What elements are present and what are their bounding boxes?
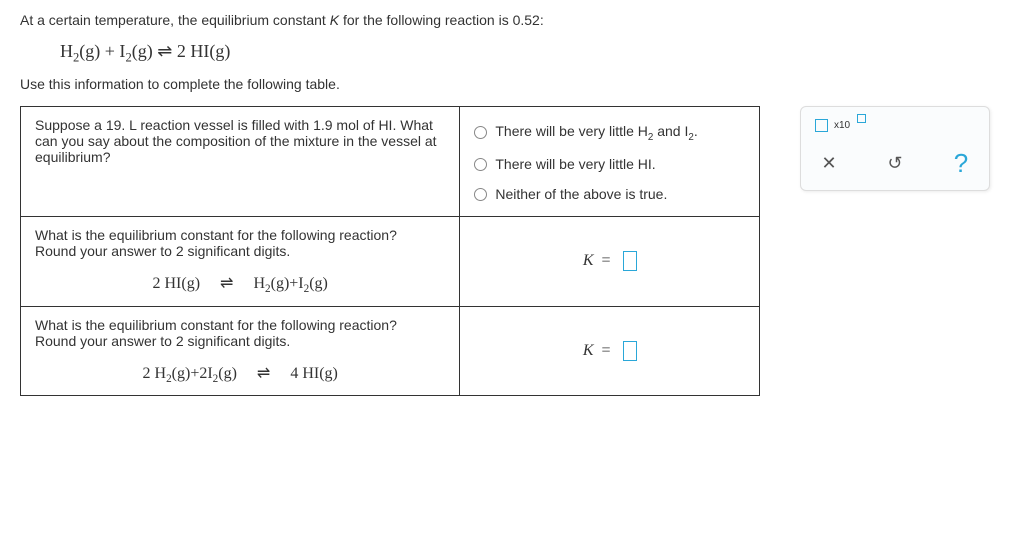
option-1-label: There will be very little H2 and I2. bbox=[495, 123, 697, 143]
q3-text-b: Round your answer to 2 significant digit… bbox=[35, 333, 445, 349]
x10-label: x10 bbox=[834, 120, 850, 131]
question-table: Suppose a 19. L reaction vessel is fille… bbox=[20, 106, 760, 396]
redo-icon: ↺ bbox=[887, 153, 902, 174]
q2-equation: 2 HI(g) ⇌ H2(g)+I2(g) bbox=[35, 273, 445, 295]
q3-text-a: What is the equilibrium constant for the… bbox=[35, 317, 445, 333]
radio-icon bbox=[474, 126, 487, 139]
q1-answers: There will be very little H2 and I2. The… bbox=[460, 106, 760, 217]
k-label: K bbox=[583, 342, 594, 360]
q2-text-b: Round your answer to 2 significant digit… bbox=[35, 243, 445, 259]
k-label: K bbox=[583, 252, 594, 270]
option-1[interactable]: There will be very little H2 and I2. bbox=[474, 123, 745, 143]
q2-answer: K = bbox=[460, 217, 760, 306]
intro-mid: for the following reaction is bbox=[339, 12, 513, 28]
q2-cell: What is the equilibrium constant for the… bbox=[21, 217, 460, 306]
q3-cell: What is the equilibrium constant for the… bbox=[21, 306, 460, 395]
option-2[interactable]: There will be very little HI. bbox=[474, 156, 745, 172]
option-2-label: There will be very little HI. bbox=[495, 156, 655, 172]
q1-text: Suppose a 19. L reaction vessel is fille… bbox=[35, 117, 437, 165]
intro-k: K bbox=[330, 12, 339, 28]
square-icon bbox=[815, 119, 828, 132]
intro-pre: At a certain temperature, the equilibriu… bbox=[20, 12, 330, 28]
exponent-box-icon bbox=[857, 114, 866, 123]
option-3[interactable]: Neither of the above is true. bbox=[474, 186, 745, 202]
intro-val: 0.52: bbox=[513, 12, 544, 28]
radio-icon bbox=[474, 158, 487, 171]
question-icon: ? bbox=[954, 148, 968, 179]
intro-text: At a certain temperature, the equilibriu… bbox=[20, 10, 1001, 31]
scientific-notation-button[interactable]: x10 bbox=[815, 119, 975, 132]
main-equation: H2(g) + I2(g) ⇌ 2 HI(g) bbox=[60, 41, 1001, 66]
q2-text-a: What is the equilibrium constant for the… bbox=[35, 227, 445, 243]
x-icon: ✕ bbox=[821, 153, 836, 174]
instructions: Use this information to complete the fol… bbox=[20, 76, 1001, 92]
q1-cell: Suppose a 19. L reaction vessel is fille… bbox=[21, 106, 460, 217]
clear-button[interactable]: ✕ bbox=[815, 150, 843, 178]
q3-equation: 2 H2(g)+2I2(g) ⇌ 4 HI(g) bbox=[35, 363, 445, 385]
option-3-label: Neither of the above is true. bbox=[495, 186, 667, 202]
radio-icon bbox=[474, 188, 487, 201]
reset-button[interactable]: ↺ bbox=[881, 150, 909, 178]
k-input[interactable] bbox=[623, 341, 637, 361]
q3-answer: K = bbox=[460, 306, 760, 395]
toolbox: x10 ✕ ↺ ? bbox=[800, 106, 990, 191]
k-input[interactable] bbox=[623, 251, 637, 271]
help-button[interactable]: ? bbox=[947, 150, 975, 178]
